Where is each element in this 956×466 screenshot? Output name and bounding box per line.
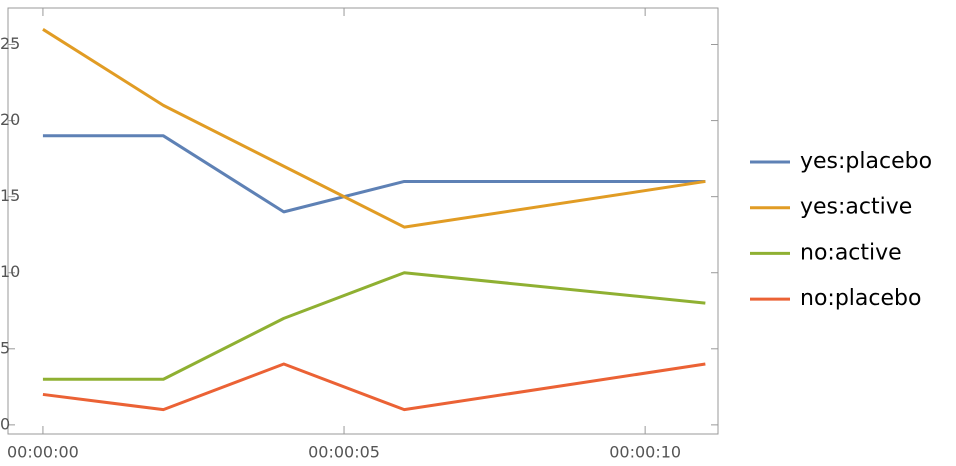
x-tick-label: 00:00:05 <box>308 443 380 462</box>
legend-label: yes:active <box>800 195 912 220</box>
x-tick-label: 00:00:00 <box>7 443 79 462</box>
series-line <box>42 362 706 412</box>
series-line <box>42 134 706 214</box>
plot-frame <box>7 7 719 435</box>
legend-label: yes:placebo <box>800 149 932 174</box>
legend-label: no:placebo <box>800 286 921 311</box>
series-line <box>42 271 706 381</box>
y-tick-label: 15 <box>0 186 20 205</box>
y-tick-label: 25 <box>0 34 20 53</box>
y-tick-label: 5 <box>0 338 10 357</box>
x-tick-label: 00:00:10 <box>609 443 681 462</box>
y-tick-label: 20 <box>0 110 20 129</box>
y-tick-label: 10 <box>0 262 20 281</box>
y-tick-label: 0 <box>0 414 10 433</box>
series-line <box>42 28 706 229</box>
legend-label: no:active <box>800 240 902 265</box>
